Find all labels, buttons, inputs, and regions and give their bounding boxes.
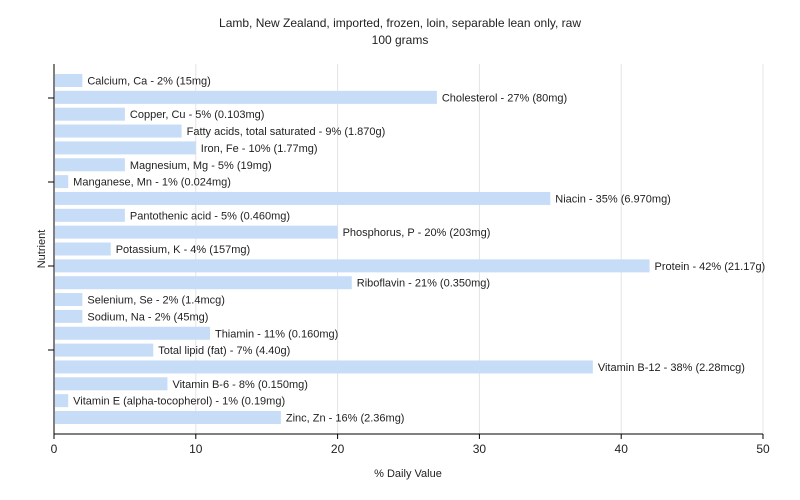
- bar-label: Protein - 42% (21.17g): [655, 261, 766, 273]
- x-tick-label: 30: [473, 442, 487, 456]
- bar-label: Iron, Fe - 10% (1.77mg): [201, 143, 318, 155]
- bar-label: Niacin - 35% (6.970mg): [555, 193, 671, 205]
- bar-label: Sodium, Na - 2% (45mg): [87, 311, 208, 323]
- chart-title: Lamb, New Zealand, imported, frozen, loi…: [219, 16, 581, 30]
- bar: [55, 74, 83, 87]
- bar-label: Magnesium, Mg - 5% (19mg): [130, 160, 272, 172]
- bar-label: Pantothenic acid - 5% (0.460mg): [130, 210, 290, 222]
- bar: [55, 411, 281, 424]
- bar: [55, 191, 551, 205]
- bar-label: Thiamin - 11% (0.160mg): [215, 328, 338, 340]
- bar: [55, 394, 69, 408]
- x-tick-label: 50: [756, 442, 770, 456]
- bar-label: Potassium, K - 4% (157mg): [116, 244, 251, 256]
- bar: [55, 360, 593, 374]
- bar: [55, 259, 650, 273]
- bar: [55, 377, 168, 391]
- bar: [55, 276, 352, 290]
- bar-label: Copper, Cu - 5% (0.103mg): [130, 109, 265, 121]
- bar: [55, 242, 111, 256]
- bar-label: Vitamin B-6 - 8% (0.150mg): [172, 379, 308, 391]
- bar-label: Vitamin E (alpha-tocopherol) - 1% (0.19m…: [73, 396, 285, 408]
- bar: [55, 175, 69, 189]
- x-tick-label: 10: [189, 442, 203, 456]
- bar: [55, 158, 125, 172]
- bar-label: Phosphorus, P - 20% (203mg): [343, 227, 491, 239]
- bar: [55, 124, 182, 138]
- x-tick-label: 0: [51, 442, 58, 456]
- bar-label: Vitamin B-12 - 38% (2.28mcg): [598, 362, 745, 374]
- bars: Calcium, Ca - 2% (15mg) Cholesterol - 27%…: [55, 74, 765, 425]
- bar-label: Fatty acids, total saturated - 9% (1.870…: [187, 126, 386, 138]
- bar: [55, 293, 83, 307]
- bar-label: Riboflavin - 21% (0.350mg): [357, 278, 490, 290]
- bar: [55, 309, 83, 323]
- bar: [55, 107, 125, 121]
- axes: [53, 64, 763, 435]
- x-tick-label: 40: [615, 442, 629, 456]
- y-axis-label: Nutrient: [36, 230, 48, 269]
- bar-label: Selenium, Se - 2% (1.4mcg): [87, 295, 225, 307]
- bar: [55, 343, 154, 357]
- bar-label: Total lipid (fat) - 7% (4.40g): [158, 345, 290, 357]
- bar-label: Calcium, Ca - 2% (15mg): [87, 76, 210, 88]
- bar: [55, 225, 338, 239]
- chart-subtitle: 100 grams: [372, 33, 429, 47]
- bar-label: Cholesterol - 27% (80mg): [442, 92, 567, 104]
- x-axis-label: % Daily Value: [374, 468, 442, 480]
- x-ticks: 0 10 20 30 40 50: [48, 97, 770, 456]
- x-tick-label: 20: [331, 442, 345, 456]
- bar: [55, 141, 196, 155]
- bar: [55, 208, 125, 222]
- bar-label: Manganese, Mn - 1% (0.024mg): [73, 177, 231, 189]
- bar-label: Zinc, Zn - 16% (2.36mg): [286, 413, 405, 425]
- bar: [55, 90, 437, 104]
- bar: [55, 326, 210, 340]
